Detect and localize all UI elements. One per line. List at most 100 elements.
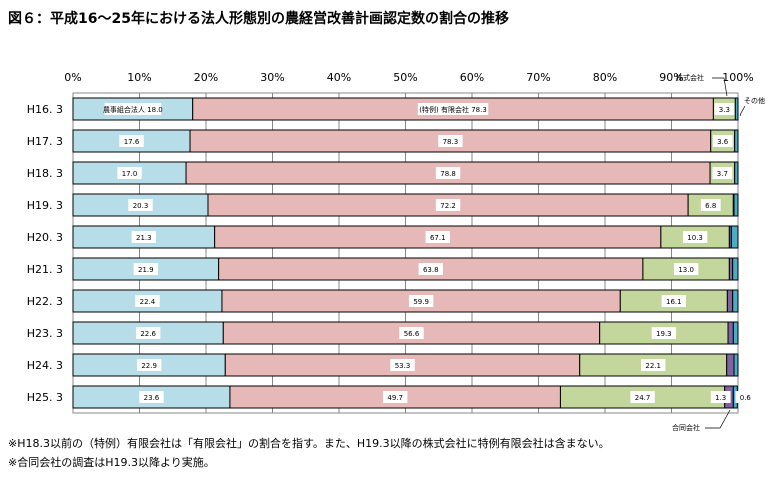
- data-label-bg: [131, 231, 157, 243]
- data-label: 22.4: [140, 298, 156, 306]
- data-label-bg: [435, 199, 461, 211]
- data-label: 59.9: [413, 298, 429, 306]
- bar-segment: [730, 225, 739, 249]
- data-label: 23.6: [144, 394, 160, 402]
- data-label: 67.1: [430, 234, 446, 242]
- data-label: 56.6: [404, 330, 420, 338]
- data-label: 78.3: [443, 138, 459, 146]
- data-label: 53.3: [395, 362, 411, 370]
- category-label: H16. 3: [27, 103, 63, 116]
- data-label: 22.6: [140, 330, 156, 338]
- data-label-bg: [682, 231, 708, 243]
- plot-border: [72, 92, 739, 414]
- data-label-bg: [382, 391, 408, 403]
- data-label: 63.8: [423, 266, 439, 274]
- category-label: H22. 3: [27, 295, 63, 308]
- bar-segment: [726, 289, 734, 313]
- legend-annotation: 合同会社: [672, 423, 700, 432]
- data-label: 19.3: [656, 330, 672, 338]
- data-label: 3.3: [719, 106, 730, 114]
- data-label-bg: [399, 327, 424, 339]
- data-label-bg: [408, 295, 434, 307]
- bar-segment: [732, 289, 739, 313]
- data-label: 21.9: [138, 266, 154, 274]
- legend-annotation: 株式会社: [676, 73, 704, 82]
- data-label-bg: [139, 391, 164, 403]
- data-label: 17.0: [122, 170, 138, 178]
- data-label: 17.6: [124, 138, 140, 146]
- data-label-bg: [390, 359, 415, 371]
- bar-segment: [734, 161, 739, 185]
- data-label-bg: [438, 135, 463, 147]
- x-tick-label: 70%: [526, 71, 550, 84]
- data-label-bg: [418, 263, 443, 275]
- leader-line: [739, 105, 746, 117]
- bar-segment: [734, 129, 739, 153]
- legend-annotation: その他: [744, 96, 765, 105]
- data-label-bg: [417, 103, 489, 115]
- data-label-bg: [136, 359, 162, 371]
- data-label: 0.6: [740, 394, 752, 402]
- data-label-bg: [641, 359, 666, 371]
- data-label: 13.0: [678, 266, 694, 274]
- notes: ※H18.3以前の（特例）有限会社は「有限会社」の割合を指す。また、H19.3以…: [8, 434, 610, 472]
- data-label-bg: [135, 295, 160, 307]
- bar-segment: [734, 97, 739, 121]
- data-label-bg: [712, 135, 733, 147]
- chart-title: 図６：平成16～25年における法人形態別の農経営改善計画認定数の割合の推移: [8, 11, 509, 27]
- bar-segment: [727, 321, 734, 345]
- data-label-bg: [735, 391, 756, 403]
- category-label: H20. 3: [27, 231, 63, 244]
- bar-segment: [726, 353, 735, 377]
- data-label-bg: [425, 231, 450, 243]
- data-label: 22.1: [645, 362, 661, 370]
- note-2: ※合同会社の調査はH19.3以降より実施。: [8, 456, 215, 469]
- data-label: 21.3: [136, 234, 152, 242]
- category-label: H21. 3: [27, 263, 63, 276]
- x-tick-label: 60%: [460, 71, 484, 84]
- data-label: (特例) 有限会社 78.3: [419, 105, 487, 114]
- data-label: 農事組合法人 18.0: [103, 105, 163, 114]
- data-label-bg: [630, 391, 655, 403]
- data-label-bg: [435, 167, 461, 179]
- category-label: H19. 3: [27, 199, 63, 212]
- data-label: 22.9: [141, 362, 157, 370]
- data-label-bg: [714, 103, 735, 115]
- data-label-bg: [651, 327, 677, 339]
- data-label-bg: [700, 199, 721, 211]
- data-label-bg: [117, 167, 142, 179]
- bar-segment: [733, 193, 739, 217]
- x-tick-label: 100%: [722, 71, 753, 84]
- x-tick-label: 10%: [127, 71, 151, 84]
- data-label: 78.8: [440, 170, 456, 178]
- leader-line: [705, 409, 731, 429]
- category-label: H18. 3: [27, 167, 63, 180]
- data-label: 10.3: [687, 234, 703, 242]
- bar-segment: [732, 257, 739, 281]
- data-label: 6.8: [705, 202, 716, 210]
- data-label-bg: [710, 391, 731, 403]
- x-tick-label: 40%: [327, 71, 351, 84]
- data-label-bg: [673, 263, 699, 275]
- data-label: 72.2: [440, 202, 456, 210]
- category-label: H24. 3: [27, 359, 63, 372]
- data-label: 24.7: [635, 394, 651, 402]
- data-label: 3.6: [717, 138, 729, 146]
- category-label: H25. 3: [27, 391, 63, 404]
- data-label-bg: [135, 327, 161, 339]
- x-tick-label: 20%: [194, 71, 218, 84]
- data-label-bg: [133, 263, 159, 275]
- data-label-bg: [661, 295, 687, 307]
- x-tick-label: 80%: [593, 71, 617, 84]
- data-label: 1.3: [715, 394, 726, 402]
- category-label: H23. 3: [27, 327, 63, 340]
- x-tick-label: 50%: [393, 71, 417, 84]
- category-label: H17. 3: [27, 135, 63, 148]
- note-1: ※H18.3以前の（特例）有限会社は「有限会社」の割合を指す。また、H19.3以…: [8, 437, 610, 450]
- x-tick-label: 90%: [659, 71, 683, 84]
- bar-segment: [733, 353, 739, 377]
- x-tick-label: 0%: [64, 71, 81, 84]
- leader-line: [712, 77, 728, 97]
